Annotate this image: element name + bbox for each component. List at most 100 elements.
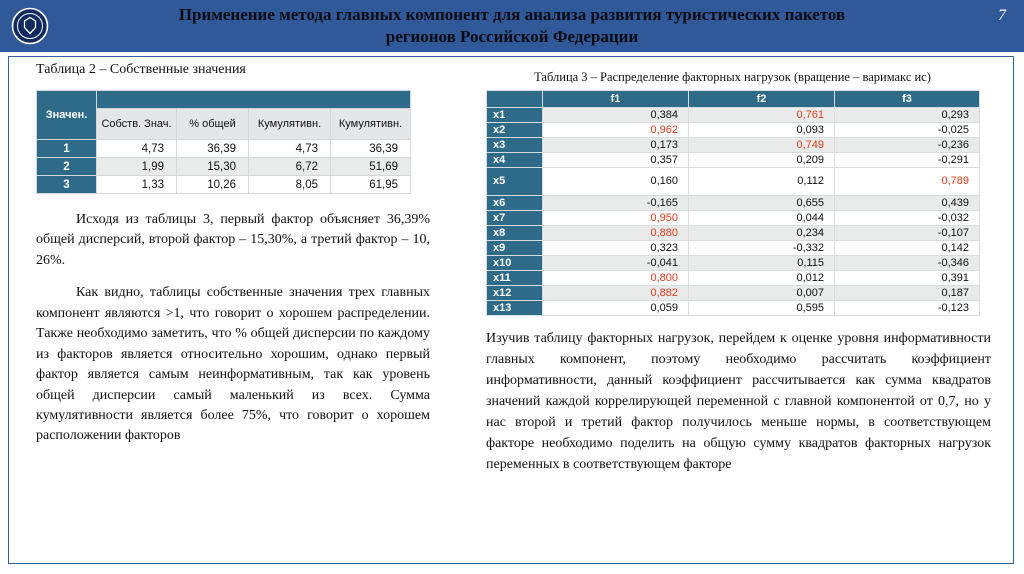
value-cell: 6,72 bbox=[248, 157, 331, 176]
value-cell: -0,165 bbox=[542, 195, 689, 211]
table2-row: 2 1,99 15,30 6,72 51,69 bbox=[36, 157, 411, 176]
row-label: x8 bbox=[486, 225, 543, 241]
page-number: 7 bbox=[998, 7, 1006, 24]
slide-title-line1: Применение метода главных компонент для … bbox=[178, 5, 846, 24]
value-cell: 0,323 bbox=[542, 240, 689, 256]
value-cell: -0,291 bbox=[834, 152, 980, 168]
analysis-paragraph-2: Как видно, таблицы собственные значения … bbox=[36, 285, 430, 444]
value-cell: 36,39 bbox=[330, 139, 411, 158]
table3-row: x1 0,384 0,761 0,293 bbox=[486, 107, 980, 123]
value-cell: 0,962 bbox=[542, 122, 689, 138]
value-cell: -0,346 bbox=[834, 255, 980, 271]
table2-col-header: Собств. Знач. bbox=[96, 108, 177, 140]
table3-row: x7 0,950 0,044 -0,032 bbox=[486, 210, 980, 226]
value-cell: 0,595 bbox=[688, 300, 835, 316]
value-cell: 0,950 bbox=[542, 210, 689, 226]
value-cell: 0,761 bbox=[688, 107, 835, 123]
row-label: x13 bbox=[486, 300, 543, 316]
table3-corner bbox=[486, 90, 543, 108]
value-cell: -0,025 bbox=[834, 122, 980, 138]
row-label: x6 bbox=[486, 195, 543, 211]
row-label: x5 bbox=[486, 167, 543, 196]
value-cell: 0,160 bbox=[542, 167, 689, 196]
value-cell: 0,234 bbox=[688, 225, 835, 241]
row-label: 3 bbox=[36, 175, 97, 194]
value-cell: 0,880 bbox=[542, 225, 689, 241]
table3-col-header: f2 bbox=[688, 90, 835, 108]
row-label: x4 bbox=[486, 152, 543, 168]
slide-title-line2: регионов Российской Федерации bbox=[385, 27, 639, 47]
table2-caption: Таблица 2 – Собственные значения bbox=[36, 62, 246, 77]
value-cell: 0,115 bbox=[688, 255, 835, 271]
table2-col-header: Кумулятивн. bbox=[330, 108, 411, 140]
value-cell: 0,012 bbox=[688, 270, 835, 286]
value-cell: 0,044 bbox=[688, 210, 835, 226]
value-cell: 0,655 bbox=[688, 195, 835, 211]
university-logo-icon bbox=[11, 7, 49, 45]
table3-row: x6 -0,165 0,655 0,439 bbox=[486, 195, 980, 211]
value-cell: 0,007 bbox=[688, 285, 835, 301]
table2-corner-label: Значен. bbox=[36, 90, 97, 140]
row-label: 2 bbox=[36, 157, 97, 176]
table3-row: x12 0,882 0,007 0,187 bbox=[486, 285, 980, 301]
value-cell: 0,293 bbox=[834, 107, 980, 123]
value-cell: -0,041 bbox=[542, 255, 689, 271]
value-cell: -0,123 bbox=[834, 300, 980, 316]
table2-row: 3 1,33 10,26 8,05 61,95 bbox=[36, 175, 411, 194]
row-label: x10 bbox=[486, 255, 543, 271]
row-label: x7 bbox=[486, 210, 543, 226]
value-cell: -0,107 bbox=[834, 225, 980, 241]
table3-row: x10 -0,041 0,115 -0,346 bbox=[486, 255, 980, 271]
value-cell: 10,26 bbox=[176, 175, 249, 194]
row-label: x11 bbox=[486, 270, 543, 286]
table2-col-header: Кумулятивн. bbox=[248, 108, 331, 140]
analysis-paragraph-1: Исходя из таблицы 3, первый фактор объяс… bbox=[36, 212, 430, 268]
table3-factor-loadings: f1 f2 f3 x1 0,384 0,761 0,293 x2 0,962 0… bbox=[486, 90, 980, 316]
table2-eigenvalues: Значен. Собств. Знач. % общей Кумулятивн… bbox=[36, 90, 411, 194]
table3-caption: Таблица 3 – Распределение факторных нагр… bbox=[534, 70, 931, 84]
table3-row: x13 0,059 0,595 -0,123 bbox=[486, 300, 980, 316]
value-cell: 0,882 bbox=[542, 285, 689, 301]
value-cell: -0,032 bbox=[834, 210, 980, 226]
table3-row: x9 0,323 -0,332 0,142 bbox=[486, 240, 980, 256]
content-frame bbox=[8, 56, 1014, 564]
value-cell: 0,173 bbox=[542, 137, 689, 153]
value-cell: 51,69 bbox=[330, 157, 411, 176]
row-label: x2 bbox=[486, 122, 543, 138]
row-label: x12 bbox=[486, 285, 543, 301]
slide-header: Применение метода главных компонент для … bbox=[0, 0, 1024, 52]
value-cell: 0,093 bbox=[688, 122, 835, 138]
table2-top-band bbox=[96, 90, 411, 109]
value-cell: -0,332 bbox=[688, 240, 835, 256]
right-column: Таблица 3 – Распределение факторных нагр… bbox=[486, 70, 991, 475]
table3-col-header: f3 bbox=[834, 90, 980, 108]
value-cell: 0,749 bbox=[688, 137, 835, 153]
value-cell: 36,39 bbox=[176, 139, 249, 158]
value-cell: 0,112 bbox=[688, 167, 835, 196]
value-cell: 1,99 bbox=[96, 157, 177, 176]
table2-header-row: Собств. Знач. % общей Кумулятивн. Кумуля… bbox=[37, 108, 411, 140]
value-cell: 8,05 bbox=[248, 175, 331, 194]
value-cell: 0,800 bbox=[542, 270, 689, 286]
row-label: x9 bbox=[486, 240, 543, 256]
table3-col-header: f1 bbox=[542, 90, 689, 108]
value-cell: 1,33 bbox=[96, 175, 177, 194]
value-cell: 0,384 bbox=[542, 107, 689, 123]
value-cell: 0,209 bbox=[688, 152, 835, 168]
analysis-paragraph-3: Изучив таблицу факторных нагрузок, перей… bbox=[486, 331, 991, 472]
table2-row: 1 4,73 36,39 4,73 36,39 bbox=[36, 139, 411, 158]
table3-row: x5 0,160 0,112 0,789 bbox=[486, 167, 980, 196]
value-cell: 4,73 bbox=[248, 139, 331, 158]
value-cell: 0,142 bbox=[834, 240, 980, 256]
value-cell: 61,95 bbox=[330, 175, 411, 194]
table3-row: x11 0,800 0,012 0,391 bbox=[486, 270, 980, 286]
value-cell: 0,059 bbox=[542, 300, 689, 316]
table3-row: x2 0,962 0,093 -0,025 bbox=[486, 122, 980, 138]
value-cell: 15,30 bbox=[176, 157, 249, 176]
table2-header-band: Значен. bbox=[36, 90, 411, 140]
row-label: x1 bbox=[486, 107, 543, 123]
value-cell: 0,439 bbox=[834, 195, 980, 211]
value-cell: 4,73 bbox=[96, 139, 177, 158]
table2-col-header: % общей bbox=[176, 108, 249, 140]
